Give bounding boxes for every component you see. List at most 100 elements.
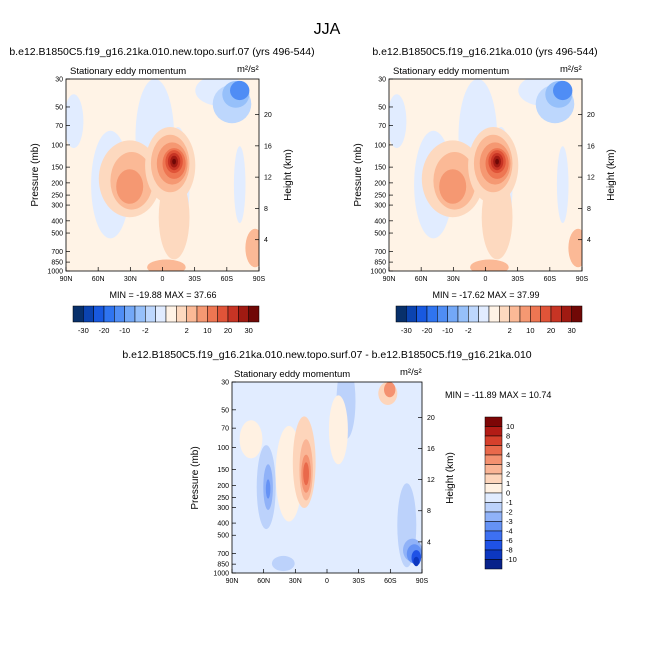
colorbar-cell bbox=[176, 305, 187, 323]
colorbar-cell bbox=[561, 305, 572, 323]
colorbar-label: 10 bbox=[203, 326, 211, 335]
colorbar-cell bbox=[426, 305, 438, 323]
panel-2-ylabel-right: Height (km) bbox=[606, 149, 617, 201]
contour-region bbox=[328, 395, 348, 465]
y-tick-label: 70 bbox=[221, 426, 229, 433]
colorbar-cell bbox=[550, 305, 562, 323]
colorbar-label: -30 bbox=[78, 326, 89, 335]
panel-3-units: m²/s² bbox=[400, 367, 422, 378]
panel-1: b.e12.B1850C5.f19_g16.21ka.010.new.topo.… bbox=[9, 46, 314, 335]
colorbar-label: 4 bbox=[506, 451, 510, 460]
panel-3-title: b.e12.B1850C5.f19_g16.21ka.010.new.topo.… bbox=[122, 349, 531, 361]
x-tick-label: 30N bbox=[447, 276, 460, 283]
y-tick-label: 400 bbox=[51, 218, 63, 225]
y-right-tick-label: 16 bbox=[587, 143, 595, 150]
y-tick-label: 70 bbox=[378, 123, 386, 130]
colorbar-cell bbox=[484, 549, 503, 560]
y-tick-label: 50 bbox=[221, 407, 229, 414]
y-tick-label: 1000 bbox=[213, 571, 229, 578]
colorbar-label: 2 bbox=[508, 326, 512, 335]
colorbar-cell bbox=[484, 464, 503, 475]
colorbar-label: 1 bbox=[506, 479, 510, 488]
colorbar-cell bbox=[484, 435, 503, 446]
panel-1-colorbar: -30 -20 -10 -2 2 10 20 30 bbox=[72, 305, 260, 335]
colorbar-cell bbox=[530, 305, 541, 323]
x-tick-label: 0 bbox=[325, 578, 329, 585]
contour-region bbox=[439, 169, 467, 204]
y-tick-label: 850 bbox=[374, 260, 386, 267]
x-tick-label: 60S bbox=[221, 276, 234, 283]
colorbar-label: -3 bbox=[506, 517, 513, 526]
x-tick-label: 60N bbox=[415, 276, 428, 283]
colorbar-cell bbox=[484, 473, 503, 484]
x-tick-label: 30S bbox=[352, 578, 365, 585]
y-right-tick-label: 8 bbox=[587, 206, 591, 213]
y-tick-label: 100 bbox=[217, 445, 229, 452]
colorbar-cell bbox=[406, 305, 417, 323]
x-tick-label: 90S bbox=[253, 276, 266, 283]
panel-3-field bbox=[232, 382, 422, 573]
y-tick-label: 250 bbox=[51, 193, 63, 200]
colorbar-cell bbox=[484, 521, 503, 532]
contour-region bbox=[230, 80, 250, 101]
x-tick-label: 60S bbox=[544, 276, 557, 283]
contour-region bbox=[495, 158, 499, 165]
figure-title: JJA bbox=[314, 21, 341, 38]
colorbar-cell bbox=[447, 305, 459, 323]
colorbar-label: -30 bbox=[401, 326, 412, 335]
contour-region bbox=[556, 146, 569, 224]
x-tick-label: 90N bbox=[383, 276, 396, 283]
colorbar-label: -8 bbox=[506, 546, 513, 555]
panel-3-ylabel: Pressure (mb) bbox=[190, 446, 201, 509]
colorbar-cell bbox=[207, 305, 218, 323]
y-tick-label: 30 bbox=[378, 77, 386, 84]
colorbar-cell bbox=[124, 305, 136, 323]
y-right-tick-label: 16 bbox=[427, 446, 435, 453]
x-tick-label: 30N bbox=[289, 578, 302, 585]
colorbar-cell bbox=[468, 305, 479, 323]
colorbar-label: 8 bbox=[506, 432, 510, 441]
contour-region bbox=[271, 555, 295, 572]
panel-3-min-max: MIN = -11.89 MAX = 10.74 bbox=[445, 390, 551, 400]
contour-region bbox=[245, 228, 259, 268]
colorbar-label: 0 bbox=[506, 489, 510, 498]
contour-region bbox=[384, 382, 396, 398]
colorbar-cell bbox=[93, 305, 105, 323]
y-right-tick-label: 4 bbox=[587, 237, 591, 244]
colorbar-cell bbox=[83, 305, 94, 323]
contour-region bbox=[303, 462, 309, 486]
colorbar-label: -4 bbox=[506, 527, 513, 536]
colorbar-cell bbox=[488, 305, 500, 323]
panel-2-units: m²/s² bbox=[560, 64, 582, 75]
colorbar-cell bbox=[571, 305, 583, 323]
y-tick-label: 400 bbox=[217, 521, 229, 528]
panel-3-ylabel-right: Height (km) bbox=[445, 452, 456, 504]
colorbar-cell bbox=[484, 416, 503, 427]
y-tick-label: 700 bbox=[217, 551, 229, 558]
y-tick-label: 850 bbox=[51, 260, 63, 267]
contour-region bbox=[413, 556, 420, 567]
panel-1-axes: 30 50 70 100 150 200 250 300 400 500 700 850 1000 20 1… bbox=[47, 77, 271, 284]
x-tick-label: 90S bbox=[576, 276, 589, 283]
y-tick-label: 1000 bbox=[370, 269, 386, 276]
y-tick-label: 300 bbox=[217, 505, 229, 512]
colorbar-cell bbox=[484, 492, 503, 503]
y-tick-label: 250 bbox=[217, 495, 229, 502]
colorbar-cell bbox=[484, 454, 503, 465]
y-tick-label: 200 bbox=[51, 180, 63, 187]
colorbar-cell bbox=[196, 305, 208, 323]
colorbar-cell bbox=[238, 305, 249, 323]
y-tick-label: 300 bbox=[51, 203, 63, 210]
colorbar-cell bbox=[484, 483, 503, 494]
panel-2-field bbox=[389, 79, 582, 271]
x-tick-label: 30S bbox=[511, 276, 524, 283]
contour-region bbox=[568, 228, 582, 268]
contour-region bbox=[265, 479, 271, 499]
y-tick-label: 50 bbox=[378, 104, 386, 111]
colorbar-label: -1 bbox=[506, 498, 513, 507]
panel-2-colorbar: -30 -20 -10 -2 2 10 20 30 bbox=[395, 305, 583, 335]
y-tick-label: 30 bbox=[55, 77, 63, 84]
y-tick-label: 70 bbox=[55, 123, 63, 130]
y-tick-label: 700 bbox=[374, 249, 386, 256]
